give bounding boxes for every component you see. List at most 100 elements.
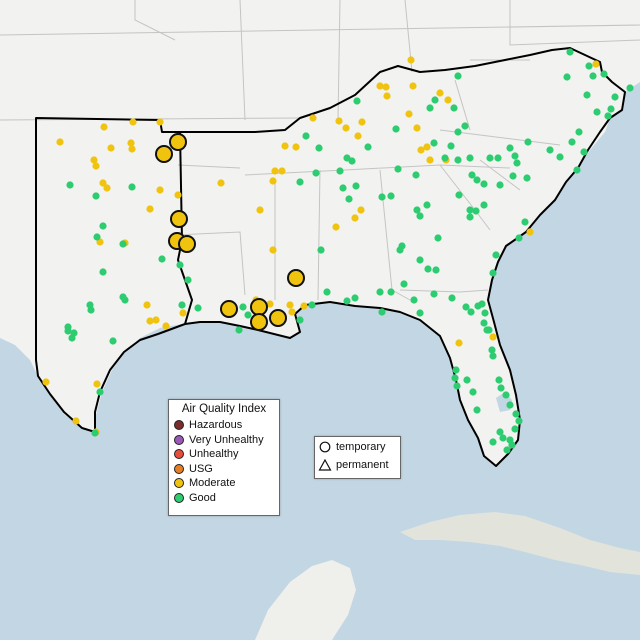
moderate-swatch-icon [174, 478, 184, 489]
good-monitor-marker [593, 108, 601, 116]
temporary-monitor-marker [155, 145, 173, 163]
good-monitor-marker [93, 233, 101, 241]
good-monitor-marker [499, 434, 507, 442]
moderate-monitor-marker [423, 143, 431, 151]
good-monitor-marker [410, 296, 418, 304]
good-monitor-marker [568, 138, 576, 146]
triangle-icon [318, 459, 332, 471]
moderate-monitor-marker [376, 82, 384, 90]
good-monitor-marker [128, 183, 136, 191]
moderate-monitor-marker [278, 167, 286, 175]
temporary-monitor-marker [250, 298, 268, 316]
good-monitor-marker [64, 327, 72, 335]
good-monitor-marker [416, 309, 424, 317]
good-monitor-marker [66, 181, 74, 189]
good-monitor-marker [302, 132, 310, 140]
good-monitor-marker [99, 222, 107, 230]
good-monitor-marker [416, 212, 424, 220]
legend-item-hazardous: Hazardous [169, 418, 279, 433]
moderate-monitor-marker [217, 179, 225, 187]
good-monitor-marker [509, 172, 517, 180]
good-monitor-marker [387, 192, 395, 200]
aqi-legend: Air Quality Index Hazardous Very Unhealt… [168, 399, 280, 516]
moderate-monitor-marker [405, 110, 413, 118]
moderate-monitor-marker [127, 139, 135, 147]
good-monitor-marker [184, 276, 192, 284]
good-monitor-marker [523, 174, 531, 182]
legend-item-label: Good [189, 491, 216, 504]
good-monitor-marker [496, 181, 504, 189]
moderate-monitor-marker [266, 300, 274, 308]
legend-item-very-unhealthy: Very Unhealthy [169, 433, 279, 448]
moderate-monitor-marker [358, 118, 366, 126]
legend-item-good: Good [169, 491, 279, 506]
good-monitor-marker [546, 146, 554, 154]
good-monitor-marker [68, 334, 76, 342]
good-monitor-marker [434, 234, 442, 242]
good-monitor-marker [424, 265, 432, 273]
moderate-monitor-marker [269, 246, 277, 254]
good-monitor-marker [495, 376, 503, 384]
moderate-monitor-marker [146, 317, 154, 325]
temporary-monitor-marker [170, 210, 188, 228]
good-monitor-marker [430, 139, 438, 147]
temporary-monitor-marker [178, 235, 196, 253]
moderate-monitor-marker [351, 214, 359, 222]
good-monitor-marker [109, 337, 117, 345]
moderate-monitor-marker [174, 191, 182, 199]
good-monitor-marker [473, 176, 481, 184]
moderate-monitor-marker [354, 132, 362, 140]
monitor-markers [42, 48, 634, 454]
good-monitor-marker [515, 234, 523, 242]
good-monitor-marker [396, 246, 404, 254]
moderate-monitor-marker [107, 144, 115, 152]
good-monitor-marker [480, 319, 488, 327]
good-monitor-marker [511, 425, 519, 433]
legend-item-unhealthy: Unhealthy [169, 447, 279, 462]
good-monitor-marker [454, 128, 462, 136]
good-monitor-marker [296, 178, 304, 186]
temporary-monitor-marker [220, 300, 238, 318]
good-monitor-marker [521, 218, 529, 226]
moderate-monitor-marker [383, 92, 391, 100]
good-monitor-marker [392, 125, 400, 133]
good-monitor-marker [91, 429, 99, 437]
good-monitor-marker [387, 288, 395, 296]
good-monitor-marker [506, 401, 514, 409]
good-monitor-marker [480, 201, 488, 209]
good-monitor-marker [413, 206, 421, 214]
good-monitor-marker [296, 316, 304, 324]
good-monitor-marker [489, 352, 497, 360]
good-monitor-marker [450, 104, 458, 112]
circle-icon [319, 441, 331, 453]
good-monitor-marker [466, 154, 474, 162]
moderate-monitor-marker [286, 301, 294, 309]
usg-swatch-icon [174, 463, 184, 474]
good-monitor-marker [472, 207, 480, 215]
good-monitor-marker [312, 169, 320, 177]
legend-item-label: Moderate [189, 477, 236, 490]
good-monitor-marker [441, 154, 449, 162]
moderate-monitor-marker [152, 316, 160, 324]
good-monitor-marker [488, 346, 496, 354]
good-monitor-marker [580, 148, 588, 156]
legend-item-label: Very Unhealthy [189, 433, 264, 446]
moderate-monitor-marker [288, 308, 296, 316]
good-monitor-marker [239, 303, 247, 311]
good-monitor-marker [353, 97, 361, 105]
good-monitor-marker [473, 406, 481, 414]
temporary-monitor-marker [250, 313, 268, 331]
good-monitor-marker [492, 251, 500, 259]
good-monitor-marker [607, 105, 615, 113]
good-monitor-marker [412, 171, 420, 179]
moderate-monitor-marker [342, 124, 350, 132]
good-monitor-marker [461, 122, 469, 130]
good-monitor-marker [489, 438, 497, 446]
good-monitor-marker [345, 195, 353, 203]
legend-item-permanent: permanent [315, 457, 400, 473]
good-monitor-marker [194, 304, 202, 312]
moderate-monitor-marker [42, 378, 50, 386]
good-monitor-marker [447, 142, 455, 150]
good-monitor-marker [454, 72, 462, 80]
legend-item-temporary: temporary [315, 439, 400, 455]
